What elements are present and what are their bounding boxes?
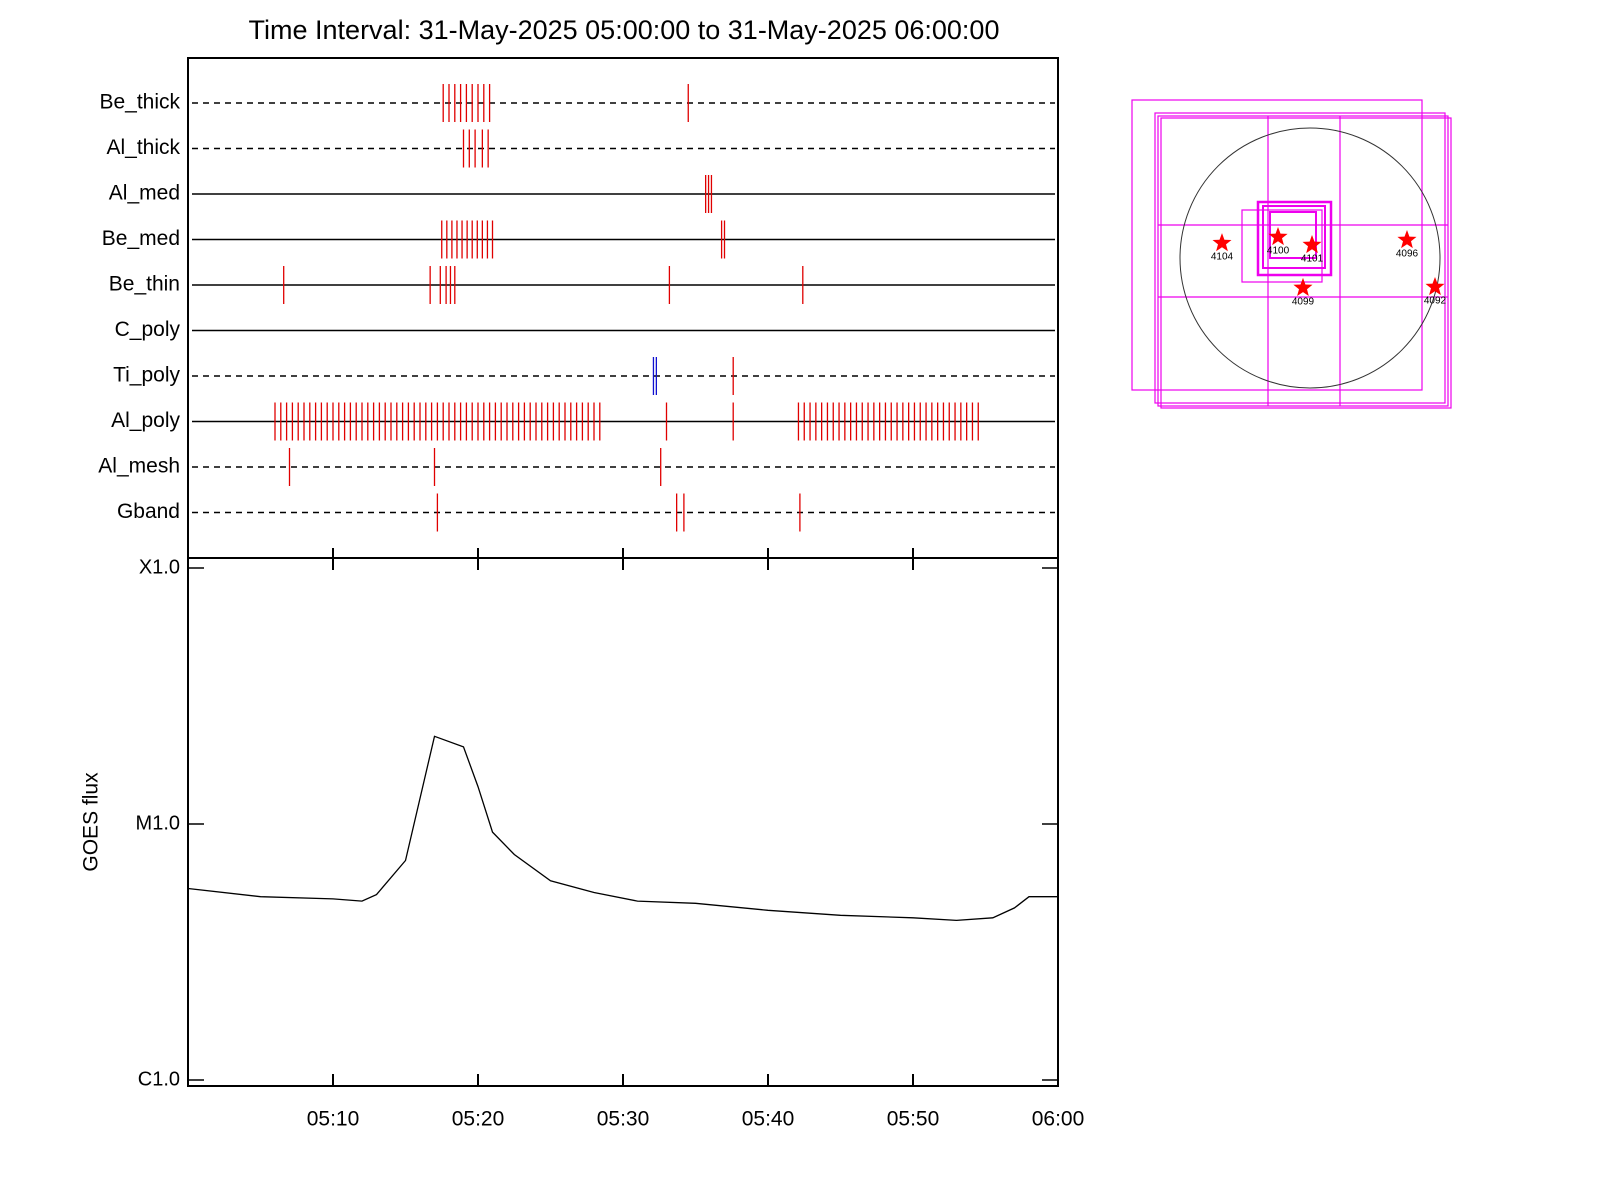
x-tick-label: 05:30 bbox=[597, 1108, 650, 1131]
x-tick-label: 05:20 bbox=[452, 1108, 505, 1131]
row-label: Be_thick bbox=[99, 91, 180, 114]
x-tick-label: 05:10 bbox=[307, 1108, 360, 1131]
x-tick-label: 06:00 bbox=[1032, 1108, 1085, 1131]
row-label: Be_thin bbox=[109, 273, 180, 296]
region-label: 4101 bbox=[1301, 254, 1324, 265]
flux-panel bbox=[187, 557, 1059, 1087]
y-tick-label: M1.0 bbox=[136, 812, 180, 834]
region-marker bbox=[1302, 235, 1322, 254]
region-marker bbox=[1293, 277, 1313, 296]
event-panel bbox=[187, 57, 1059, 559]
region-label: 4092 bbox=[1424, 296, 1447, 307]
region-marker bbox=[1212, 233, 1232, 252]
y-axis-label: GOES flux bbox=[80, 772, 103, 872]
region-marker bbox=[1397, 230, 1417, 249]
row-label: Al_med bbox=[109, 182, 180, 205]
x-tick-label: 05:50 bbox=[887, 1108, 940, 1131]
row-label: Al_poly bbox=[111, 409, 180, 432]
row-label: Be_med bbox=[102, 227, 180, 250]
region-label: 4096 bbox=[1396, 249, 1419, 260]
region-marker bbox=[1425, 277, 1445, 296]
row-label: C_poly bbox=[115, 318, 181, 341]
region-label: 4100 bbox=[1267, 246, 1290, 257]
region-marker bbox=[1268, 227, 1288, 246]
row-label: Gband bbox=[117, 500, 180, 523]
chart-title: Time Interval: 31-May-2025 05:00:00 to 3… bbox=[249, 15, 1000, 45]
row-label: Ti_poly bbox=[113, 364, 180, 387]
flux-line bbox=[187, 735, 1058, 922]
row-label: Al_thick bbox=[106, 136, 180, 159]
region-label: 4099 bbox=[1292, 297, 1315, 308]
y-tick-label: C1.0 bbox=[138, 1068, 180, 1090]
x-tick-label: 05:40 bbox=[742, 1108, 795, 1131]
region-label: 4104 bbox=[1211, 252, 1234, 263]
row-label: Al_mesh bbox=[98, 455, 180, 478]
y-tick-label: X1.0 bbox=[139, 556, 180, 578]
solar-disk bbox=[1179, 127, 1441, 389]
